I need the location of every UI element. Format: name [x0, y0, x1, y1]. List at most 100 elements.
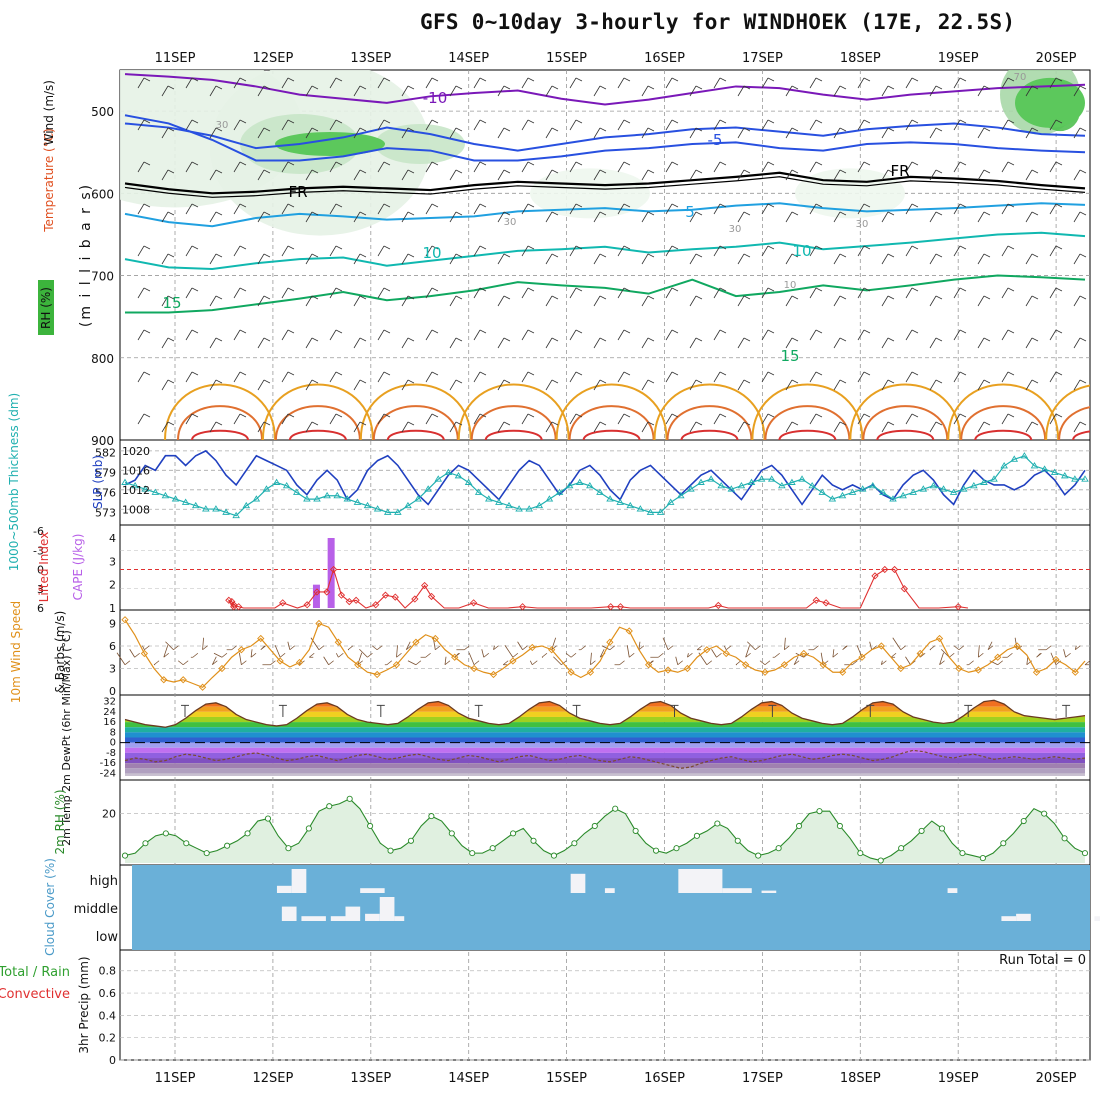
rh-marker [1001, 841, 1006, 846]
wind-barb [498, 170, 510, 180]
wind-barb-10m [893, 638, 906, 650]
wind-barb [618, 330, 630, 340]
top-date-label: 16SEP [644, 51, 685, 66]
wind-barb [882, 338, 894, 348]
wind-barb [282, 246, 294, 256]
wind-barb [882, 128, 894, 138]
pressure-tick-label: 700 [91, 270, 114, 284]
wind-barb [978, 212, 990, 222]
rh-marker [347, 796, 352, 801]
rh-marker [368, 823, 373, 828]
wind-barb [450, 380, 462, 390]
wind-barb-10m [615, 661, 625, 665]
rh-marker [735, 838, 740, 843]
wind-barb-10m [857, 645, 867, 657]
wind-barb [282, 330, 294, 340]
temperature-band [120, 699, 1090, 702]
contour-label: 10 [422, 244, 441, 262]
rh-marker [694, 833, 699, 838]
wind-barb-10m [203, 638, 208, 650]
cloud-cover-block [360, 888, 384, 893]
chart-title: GFS 0~10day 3-hourly for WINDHOEK (17E, … [420, 10, 1015, 34]
wind-barb [930, 212, 942, 222]
wind-barb-10m [505, 645, 518, 657]
isotherm-arch [779, 431, 835, 440]
rh-marker [204, 851, 209, 856]
wind-tick: 6 [109, 640, 116, 653]
wind10m-axis-label: 10m Wind Speed [9, 601, 23, 703]
slp-tick: 1008 [122, 503, 150, 516]
wind-barb-10m [590, 653, 595, 665]
isotherm-arch [668, 406, 752, 440]
rh-marker [633, 828, 638, 833]
contour-label: -5 [708, 131, 723, 149]
wind-barb [474, 204, 486, 214]
wind-barb [738, 212, 750, 222]
cloud-cover-block [277, 886, 292, 893]
max-temp-bar [279, 705, 287, 717]
top-date-label: 15SEP [546, 51, 587, 66]
wind-barb [1074, 296, 1086, 306]
top-date-label: 18SEP [840, 51, 881, 66]
rh-marker [245, 831, 250, 836]
wind-barb-10m [348, 646, 353, 650]
rh-marker [674, 846, 679, 851]
wind-barb [1026, 254, 1038, 264]
cloud-cover-block [1016, 914, 1031, 921]
wind-barb [330, 414, 342, 424]
wind-barb-10m [1075, 646, 1080, 650]
isotherm-arch [877, 431, 933, 440]
wind-barb [546, 338, 558, 348]
slp-tick: 1020 [122, 445, 150, 458]
isotherm-arch [765, 406, 849, 440]
wind-barb [978, 254, 990, 264]
wind-barb [1026, 338, 1038, 348]
rh-marker [817, 809, 822, 814]
rh-marker [327, 804, 332, 809]
cloud-cover-block [948, 888, 958, 893]
max-temp-bar [181, 705, 189, 717]
wind-barb-10m [239, 653, 246, 665]
cloud-axis-label: Cloud Cover (%) [43, 858, 57, 956]
cloud-cover-block [292, 869, 307, 893]
wind-barb [666, 372, 678, 382]
slp-tick: 1012 [122, 484, 150, 497]
wind-barb [426, 330, 438, 340]
wind-barb [546, 380, 558, 390]
max-temp-bar [377, 705, 385, 717]
wind-barb [690, 254, 702, 264]
wind-barb [834, 86, 846, 96]
wind-barb-10m [794, 657, 799, 665]
isotherm-arch [1046, 385, 1100, 441]
rh-marker [1042, 811, 1047, 816]
wind-barb [1074, 254, 1086, 264]
bottom-date-label: 13SEP [350, 1071, 391, 1086]
wind-barb [762, 246, 774, 256]
wind-barb [282, 288, 294, 298]
wind-barb [522, 204, 534, 214]
wind-barb [666, 204, 678, 214]
wind-barb [594, 338, 606, 348]
cape-tick: 4 [109, 532, 116, 545]
wind-barb-10m [530, 661, 537, 665]
pressure-unit-label: (m i l l i b a r s) [78, 183, 94, 327]
wind-barb-10m [784, 638, 789, 650]
wind-barb [1026, 170, 1038, 180]
top-date-label: 13SEP [350, 51, 391, 66]
temperature-band [120, 768, 1090, 773]
wind-barb [378, 330, 390, 340]
precip-total-label: Total / Rain [0, 965, 70, 980]
wind-barb [570, 372, 582, 382]
wind-barb [594, 296, 606, 306]
rh-marker [490, 846, 495, 851]
wind-barb [762, 372, 774, 382]
temperature-band [120, 717, 1090, 722]
run-total-label: Run Total = 0 [999, 953, 1086, 968]
wind-barb [546, 296, 558, 306]
max-temp-bar [475, 705, 483, 717]
rh-marker [286, 846, 291, 851]
top-date-label: 12SEP [252, 51, 293, 66]
rh-marker [184, 841, 189, 846]
lifted-index-axis-label: Lifted Index [37, 532, 51, 603]
wind-barb-10m [324, 657, 334, 665]
